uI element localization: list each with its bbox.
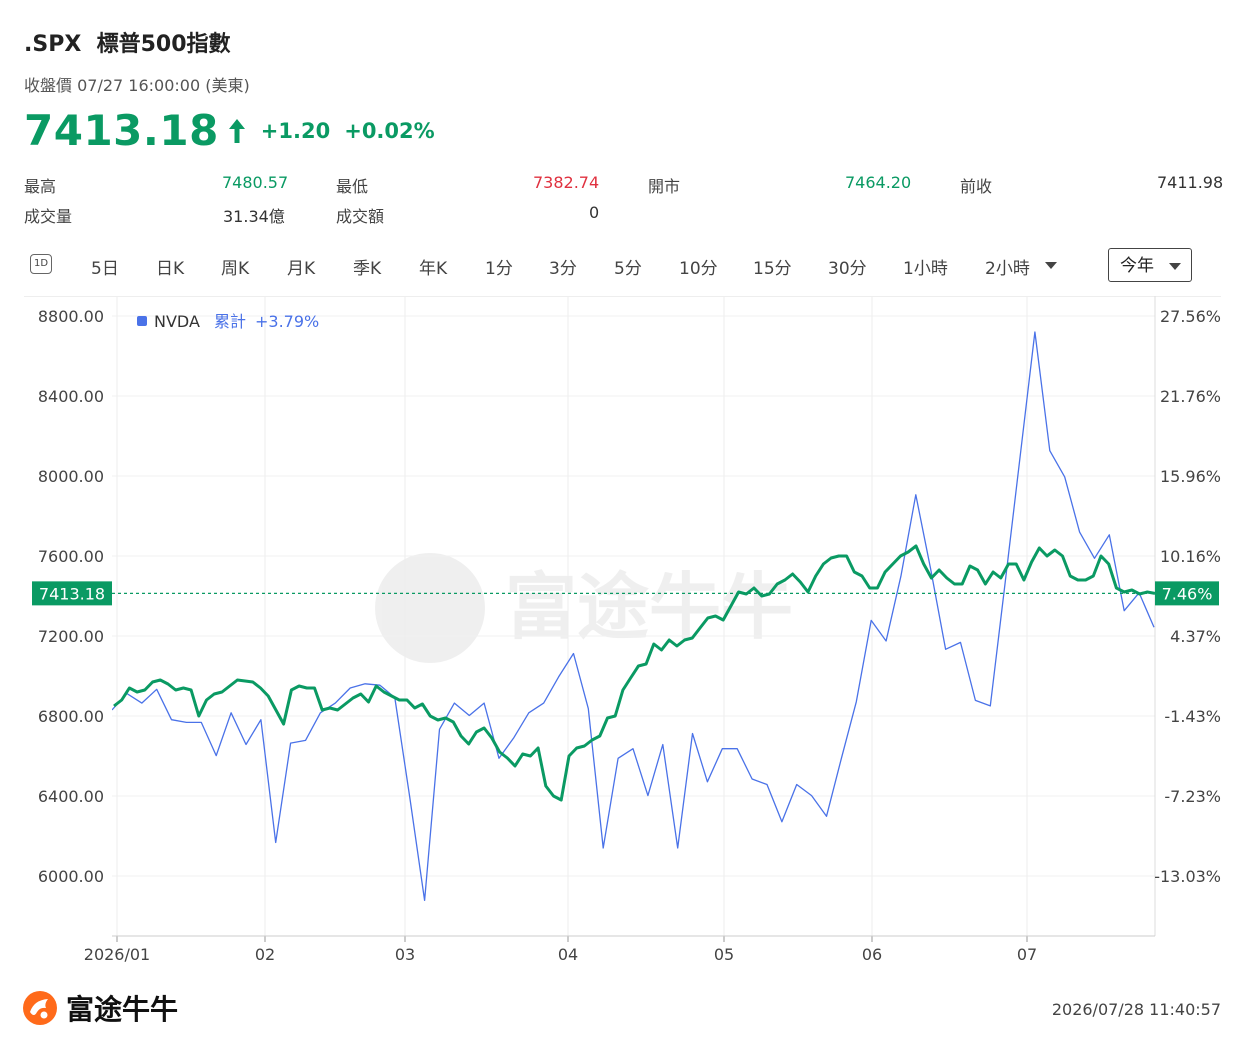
tab-2hour[interactable]: 2小時 xyxy=(985,259,1030,279)
tab-10min[interactable]: 10分 xyxy=(679,259,718,279)
tab-1min[interactable]: 1分 xyxy=(485,259,513,279)
turnover-value: 0 xyxy=(589,203,600,222)
footer-brand-text: 富途牛牛 xyxy=(66,993,179,1026)
tab-year-k[interactable]: 年K xyxy=(419,259,448,279)
open-value: 7464.20 xyxy=(845,173,912,192)
chevron-down-icon xyxy=(1169,263,1181,270)
up-arrow-icon xyxy=(228,118,245,143)
chevron-down-icon[interactable] xyxy=(1045,262,1057,269)
divider xyxy=(24,296,1221,297)
range-dropdown-label: 今年 xyxy=(1120,256,1154,276)
x-tick-label: 02 xyxy=(255,945,275,964)
y-tick-label-left: 6400.00 xyxy=(38,787,104,806)
tab-15min[interactable]: 15分 xyxy=(753,259,792,279)
y-tick-label-left: 7600.00 xyxy=(38,547,104,566)
last-price: 7413.18 xyxy=(24,106,219,155)
low-value: 7382.74 xyxy=(533,173,600,192)
last-pct-tag-bg xyxy=(1155,581,1219,606)
tab-3min[interactable]: 3分 xyxy=(549,259,577,279)
tab-day-k[interactable]: 日K xyxy=(156,259,185,279)
nvda-series-line xyxy=(112,331,1155,902)
y-tick-label-right: 15.96% xyxy=(1160,467,1221,486)
tab-week-k[interactable]: 周K xyxy=(221,259,250,279)
y-tick-label-left: 8400.00 xyxy=(38,387,104,406)
futu-logo-icon xyxy=(23,991,57,1025)
x-axis: 2026/01 02 03 04 05 06 07 xyxy=(84,935,1155,964)
y-tick-label-left: 8800.00 xyxy=(38,307,104,326)
last-price-tag-bg xyxy=(32,581,112,606)
volume-value: 31.34億 xyxy=(223,207,285,226)
spx-series-line xyxy=(113,544,1155,802)
y-tick-label-right: -1.43% xyxy=(1164,707,1221,726)
legend-swatch xyxy=(137,316,147,326)
y-axis-left: 8800.00 8400.00 8000.00 7600.00 7200.00 6800.… xyxy=(38,307,104,886)
y-tick-label-left: 8000.00 xyxy=(38,467,104,486)
last-price-tag: 7413.18 xyxy=(32,581,112,606)
turnover-label: 成交額 xyxy=(336,207,385,226)
y-tick-label-left: 6800.00 xyxy=(38,707,104,726)
chart-legend[interactable]: NVDA 累計 +3.79% xyxy=(137,312,319,331)
x-tick-label: 06 xyxy=(862,945,882,964)
legend-value: +3.79% xyxy=(255,312,319,331)
page-title: .SPX 標普500指數 xyxy=(24,26,231,58)
last-pct-tag: 7.46% xyxy=(1155,581,1219,606)
price-chart[interactable]: 富途牛牛 8800.00 8400.00 8000.00 7600.00 7200.00… xyxy=(0,296,1245,976)
low-label: 最低 xyxy=(336,177,369,196)
watermark-text: 富途牛牛 xyxy=(505,565,793,649)
close-info: 收盤價 07/27 16:00:00 (美東) xyxy=(24,76,250,95)
footer-brand: 富途牛牛 xyxy=(22,988,178,1028)
price-change: +1.20 xyxy=(260,118,331,143)
y-tick-label-left: 6000.00 xyxy=(38,867,104,886)
y-axis-right: 27.56% 21.76% 15.96% 10.16% 4.37% -1.43% -7.23… xyxy=(1154,307,1221,886)
price-row: 7413.18 +1.20 +0.02% xyxy=(24,106,435,155)
footer-timestamp: 2026/07/28 11:40:57 xyxy=(1051,1000,1221,1019)
range-dropdown[interactable]: 今年 xyxy=(1108,248,1192,282)
tab-1d[interactable]: 1D xyxy=(30,254,52,274)
y-tick-label-right: -7.23% xyxy=(1164,787,1221,806)
legend-label: 累計 xyxy=(214,312,246,331)
tab-5day[interactable]: 5日 xyxy=(91,259,119,279)
x-tick-label: 04 xyxy=(558,945,578,964)
x-tick-label: 03 xyxy=(395,945,415,964)
tab-30min[interactable]: 30分 xyxy=(828,259,867,279)
x-tick-label: 07 xyxy=(1017,945,1037,964)
tab-5min[interactable]: 5分 xyxy=(614,259,642,279)
price-change-pct: +0.02% xyxy=(344,118,435,143)
y-tick-label-right: 4.37% xyxy=(1170,627,1221,646)
y-tick-label-right: 21.76% xyxy=(1160,387,1221,406)
y-tick-label-right: 10.16% xyxy=(1160,547,1221,566)
index-name: 標普500指數 xyxy=(96,32,231,57)
last-price-tag-text: 7413.18 xyxy=(39,584,105,603)
y-tick-label-right: 27.56% xyxy=(1160,307,1221,326)
tab-month-k[interactable]: 月K xyxy=(287,259,316,279)
legend-symbol: NVDA xyxy=(154,312,200,331)
prev-close-label: 前收 xyxy=(960,177,993,196)
tab-1hour[interactable]: 1小時 xyxy=(903,259,948,279)
tab-quarter-k[interactable]: 季K xyxy=(353,259,382,279)
y-tick-label-right: -13.03% xyxy=(1154,867,1221,886)
prev-close-value: 7411.98 xyxy=(1157,173,1224,192)
volume-label: 成交量 xyxy=(24,207,73,226)
x-tick-label: 2026/01 xyxy=(84,945,150,964)
open-label: 開市 xyxy=(648,177,681,196)
timeframe-tabs: 1D 5日 日K 周K 月K 季K 年K 1分 3分 5分 10分 15分 30… xyxy=(24,248,1194,282)
high-label: 最高 xyxy=(24,177,57,196)
symbol-text: .SPX xyxy=(24,32,82,57)
high-value: 7480.57 xyxy=(222,173,289,192)
last-pct-tag-text: 7.46% xyxy=(1162,584,1213,603)
y-tick-label-left: 7200.00 xyxy=(38,627,104,646)
x-tick-label: 05 xyxy=(714,945,734,964)
